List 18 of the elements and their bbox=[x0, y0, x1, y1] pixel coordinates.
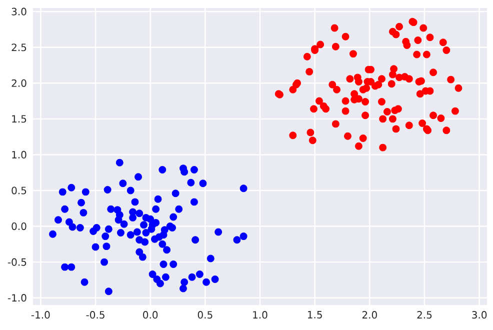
y-tick-label: 2.5 bbox=[12, 44, 26, 52]
x-tick-label: 0.0 bbox=[143, 311, 158, 319]
x-tick-label: 1.0 bbox=[253, 311, 268, 319]
y-tick-label: -1.0 bbox=[8, 294, 26, 302]
x-tick-label: -1.0 bbox=[31, 311, 50, 319]
y-tick-label: 3.0 bbox=[12, 8, 26, 16]
x-tick-label: 2.5 bbox=[417, 311, 432, 319]
x-tick-label: 0.5 bbox=[198, 311, 212, 319]
y-tick-label: 0.0 bbox=[12, 222, 26, 230]
x-tick-label: 3.0 bbox=[472, 311, 487, 319]
y-tick-label: -0.5 bbox=[8, 258, 26, 266]
y-tick-label: 2.0 bbox=[12, 79, 26, 87]
x-tick-label: 1.5 bbox=[308, 311, 322, 318]
x-tick-label: 2.0 bbox=[362, 311, 377, 319]
x-tick-label: -0.5 bbox=[86, 311, 104, 319]
y-tick-label: 1.5 bbox=[12, 115, 26, 123]
y-tick-label: 0.5 bbox=[12, 186, 26, 194]
y-tick-label: 1.0 bbox=[12, 150, 26, 158]
